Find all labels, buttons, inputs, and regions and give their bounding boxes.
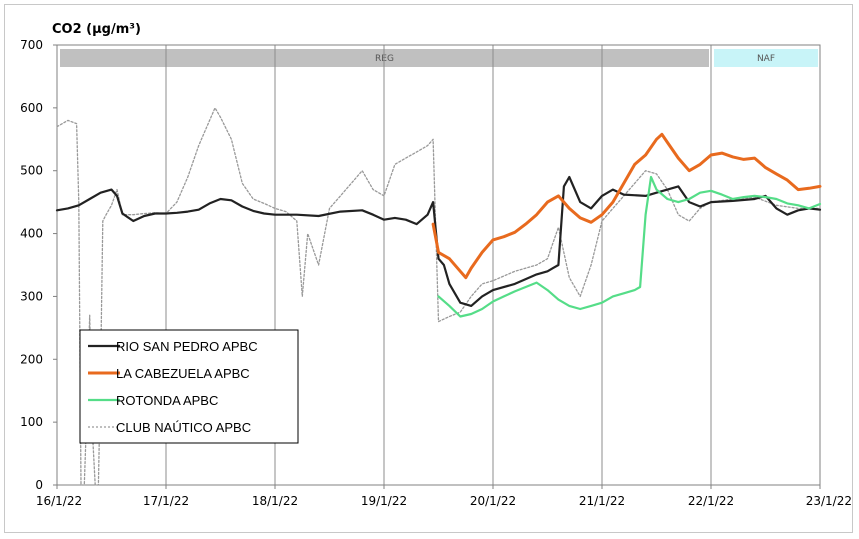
band-label-reg: REG bbox=[375, 54, 394, 64]
x-tick-label: 22/1/22 bbox=[688, 494, 734, 508]
x-tick-label: 17/1/22 bbox=[143, 494, 189, 508]
x-tick-label: 20/1/22 bbox=[470, 494, 516, 508]
y-tick-label: 600 bbox=[20, 101, 43, 115]
x-tick-label: 18/1/22 bbox=[252, 494, 298, 508]
y-tick-label: 300 bbox=[20, 289, 43, 303]
series-line-3 bbox=[56, 107, 821, 486]
legend-label-0: RIO SAN PEDRO APBC bbox=[116, 339, 258, 354]
y-tick-label: 100 bbox=[20, 415, 43, 429]
legend-label-2: ROTONDA APBC bbox=[116, 393, 218, 408]
series-line-1 bbox=[431, 132, 822, 280]
x-tick-label: 21/1/22 bbox=[579, 494, 625, 508]
y-tick-label: 200 bbox=[20, 352, 43, 366]
band-naf bbox=[714, 49, 818, 67]
legend-label-1: LA CABEZUELA APBC bbox=[116, 366, 250, 381]
legend-label-3: CLUB NAÚTICO APBC bbox=[116, 420, 251, 435]
y-tick-label: 400 bbox=[20, 227, 43, 241]
x-tick-label: 16/1/22 bbox=[36, 494, 82, 508]
series-line-2 bbox=[437, 175, 822, 318]
chart-title: CO2 (µg/m³) bbox=[52, 22, 141, 37]
plot-area bbox=[56, 44, 821, 486]
series-line-0 bbox=[55, 175, 822, 307]
x-tick-label: 19/1/22 bbox=[361, 494, 407, 508]
y-tick-label: 500 bbox=[20, 164, 43, 178]
y-tick-label: 700 bbox=[20, 38, 43, 52]
band-label-naf: NAF bbox=[757, 54, 775, 64]
y-tick-label: 0 bbox=[35, 478, 43, 492]
legend: RIO SAN PEDRO APBC LA CABEZUELA APBC ROTON… bbox=[79, 329, 299, 444]
x-tick-label: 23/1/22 bbox=[806, 494, 852, 508]
legend-box bbox=[79, 329, 299, 444]
